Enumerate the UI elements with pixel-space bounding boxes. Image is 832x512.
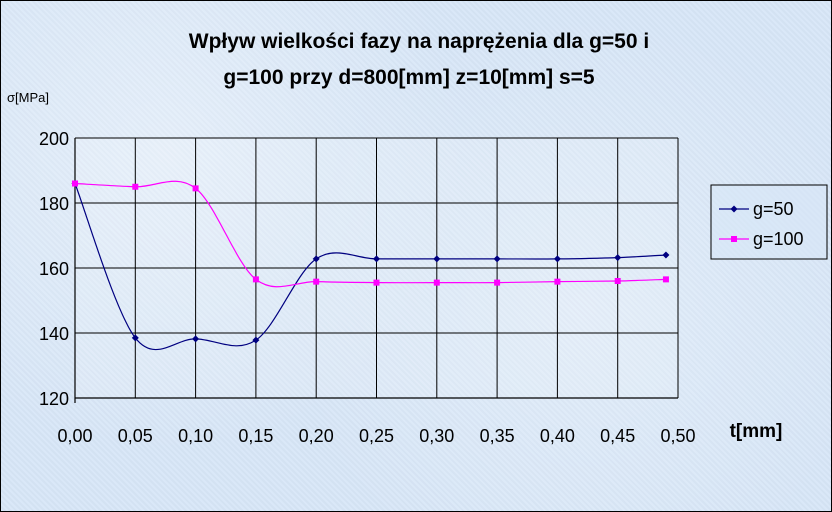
chart-title-line-2: g=100 przy d=800[mm] z=10[mm] s=5 (223, 66, 595, 89)
x-tick-label-6: 0,30 (419, 426, 454, 446)
series-1-point-0 (72, 180, 78, 187)
series-0-point-2 (192, 335, 200, 343)
series-1-point-4 (313, 278, 320, 285)
y-tick-label-0: 120 (39, 389, 69, 409)
legend-box (710, 184, 828, 260)
series-0-point-7 (493, 255, 501, 263)
series-0-point-5 (373, 255, 380, 263)
y-tick-label-2: 160 (39, 259, 69, 279)
legend-label-1: g=100 (753, 229, 804, 249)
legend: g=50 g=100 (710, 184, 828, 260)
x-tick-label-7: 0,35 (480, 426, 515, 446)
x-tick-label-2: 0,10 (178, 426, 213, 446)
series-0-point-3 (252, 336, 260, 344)
series-1-point-1 (132, 183, 139, 190)
series-1 (72, 180, 669, 288)
x-tick-label-8: 0,40 (540, 426, 575, 446)
x-tick-label-1: 0,05 (118, 426, 153, 446)
series-1-point-3 (252, 276, 259, 283)
y-axis-label: σ[MPa] (7, 90, 49, 105)
series-0-point-9 (614, 254, 622, 262)
series-0-point-6 (433, 255, 441, 263)
series-1-point-9 (614, 278, 621, 284)
legend-swatch-marker-0 (730, 205, 738, 213)
series-1-point-2 (192, 185, 199, 192)
series-1-point-10 (662, 276, 669, 283)
series-line-1 (74, 180, 666, 288)
legend-swatch-marker-1 (731, 236, 737, 242)
series-1-point-7 (494, 279, 501, 286)
y-tick-label-4: 200 (39, 129, 69, 149)
x-axis-label: t[mm] (730, 421, 783, 442)
series-0-point-10 (662, 251, 670, 259)
series-0-point-4 (312, 255, 320, 263)
y-tick-label-1: 140 (39, 324, 69, 344)
chart-title-line-1: Wpływ wielkości fazy na naprężenia dla g… (189, 30, 649, 53)
y-tick-label-3: 180 (39, 194, 69, 214)
x-tick-label-3: 0,15 (238, 426, 273, 446)
series-0-point-8 (553, 255, 561, 263)
series-1-point-8 (554, 278, 561, 285)
x-tick-label-9: 0,45 (600, 426, 635, 446)
x-tick-label-4: 0,20 (299, 426, 334, 446)
legend-label-0: g=50 (753, 199, 794, 219)
series-0-point-1 (131, 334, 139, 342)
series-1-point-6 (433, 279, 440, 286)
x-tick-label-5: 0,25 (359, 426, 394, 446)
plot-area: 120 140 160 180 200 0,00 0,05 0,10 0,15 0,20 0,25 0… (39, 129, 696, 446)
x-tick-label-10: 0,50 (660, 426, 695, 446)
series-1-point-5 (373, 279, 380, 286)
x-tick-label-0: 0,00 (57, 426, 92, 446)
